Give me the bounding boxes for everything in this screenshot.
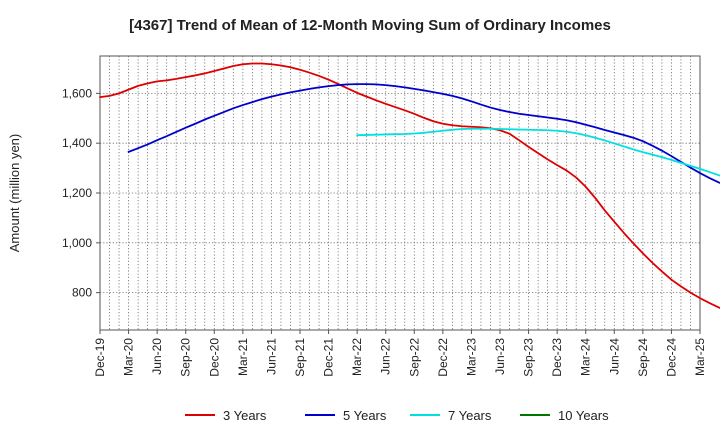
x-tick-label: Jun-22: [379, 338, 393, 375]
x-tick-label: Mar-22: [350, 338, 364, 376]
x-tick-label: Dec-22: [436, 338, 450, 377]
x-axis: Dec-19 Mar-20 Jun-20 Sep-20 Dec-20 Mar-21 Jun-…: [93, 330, 707, 377]
x-tick-label: Mar-21: [236, 338, 250, 376]
y-tick-label: 1,400: [62, 136, 92, 150]
x-tick-label: Sep-24: [636, 338, 650, 377]
legend-label-7-years: 7 Years: [448, 408, 492, 423]
y-axis-label: Amount (million yen): [7, 134, 22, 253]
x-tick-label: Mar-20: [122, 338, 136, 376]
x-tick-label: Sep-22: [407, 338, 421, 377]
x-tick-label: Mar-25: [693, 338, 707, 376]
x-tick-label: Dec-20: [207, 338, 221, 377]
x-tick-label: Dec-24: [664, 338, 678, 377]
y-axis: 800 1,000 1,200 1,400 1,600: [62, 86, 100, 300]
y-tick-label: 800: [72, 286, 92, 300]
x-tick-label: Dec-23: [550, 338, 564, 377]
series-line-5-years: [127, 83, 720, 184]
series-line-3-years: [99, 62, 720, 309]
series-layer: [99, 62, 720, 309]
legend-label-3-years: 3 Years: [223, 408, 267, 423]
x-tick-label: Dec-21: [322, 338, 336, 377]
x-tick-label: Dec-19: [93, 338, 107, 377]
legend-label-10-years: 10 Years: [558, 408, 609, 423]
legend-label-5-years: 5 Years: [343, 408, 387, 423]
x-tick-label: Jun-23: [493, 338, 507, 375]
y-tick-label: 1,600: [62, 86, 92, 100]
x-tick-label: Jun-21: [264, 338, 278, 375]
chart-title: [4367] Trend of Mean of 12-Month Moving …: [129, 17, 611, 34]
x-tick-label: Mar-23: [464, 338, 478, 376]
x-tick-label: Jun-24: [607, 338, 621, 375]
x-tick-label: Jun-20: [150, 338, 164, 375]
x-tick-label: Sep-21: [293, 338, 307, 377]
series-line-7-years: [356, 127, 720, 177]
x-tick-label: Sep-23: [522, 338, 536, 377]
grid: [100, 56, 700, 330]
legend: 3 Years 5 Years 7 Years 10 Years: [185, 408, 609, 423]
y-tick-label: 1,000: [62, 236, 92, 250]
y-tick-label: 1,200: [62, 186, 92, 200]
x-tick-label: Mar-24: [579, 338, 593, 376]
x-tick-label: Sep-20: [179, 338, 193, 377]
